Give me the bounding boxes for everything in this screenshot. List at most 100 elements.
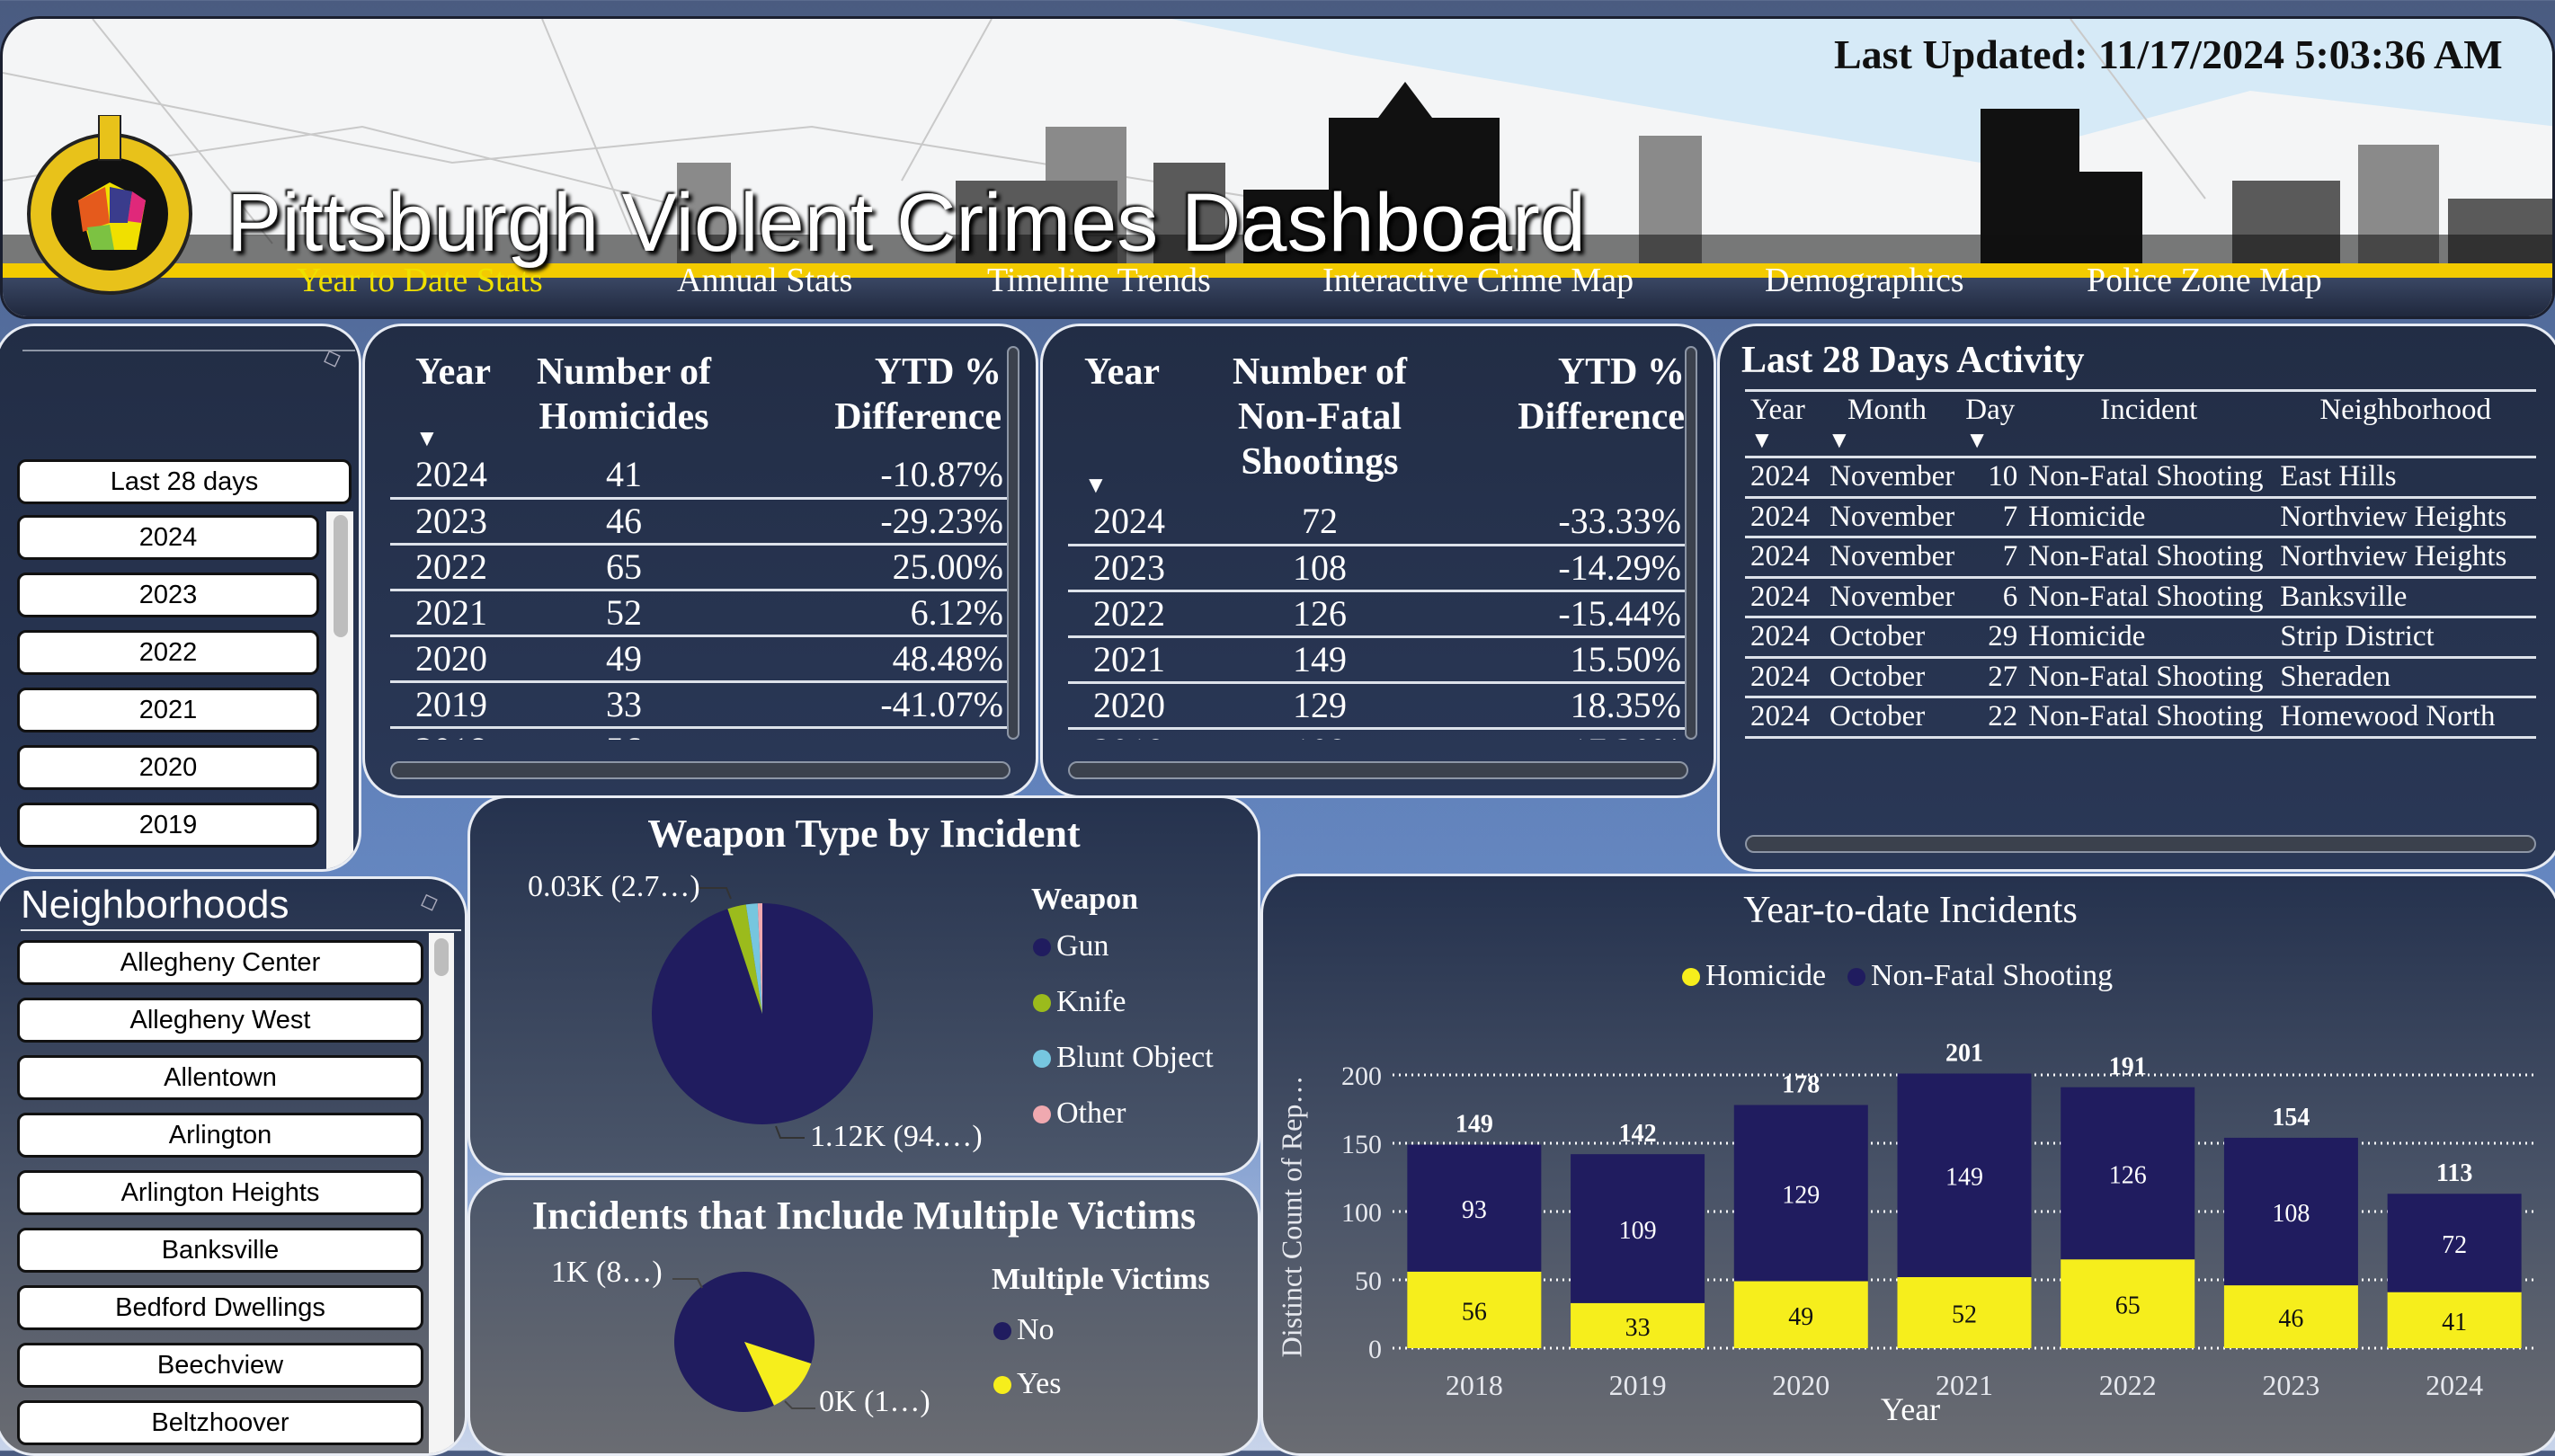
nav-bar xyxy=(3,278,2552,316)
horizontal-scrollbar[interactable] xyxy=(1068,761,1688,779)
bar-homicide[interactable] xyxy=(1407,1271,1542,1348)
nav-police-zone-map[interactable]: Police Zone Map xyxy=(2087,262,2322,299)
activity-row[interactable]: 2024 October 22 Non-Fatal Shooting Homewood … xyxy=(1745,697,2536,739)
table-cell: East Hills xyxy=(2275,457,2536,499)
nav-timeline-trends[interactable]: Timeline Trends xyxy=(987,262,1211,299)
bar-non-fatal-shooting[interactable] xyxy=(1897,1073,2032,1277)
pie-slice-knife[interactable] xyxy=(727,904,762,1014)
bar-homicide[interactable] xyxy=(2387,1292,2522,1348)
header-label: Day xyxy=(1965,394,2016,426)
slicer-item-2021[interactable]: 2021 xyxy=(17,688,319,732)
table-row[interactable]: 2024 72 -33.33% xyxy=(1068,499,1688,546)
legend-item-blunt-object[interactable]: Blunt Object xyxy=(1033,1041,1214,1075)
pie-slice-other[interactable] xyxy=(757,903,762,1014)
legend-item-gun[interactable]: Gun xyxy=(1033,929,1109,963)
table-row[interactable]: 2024 41 -10.87% xyxy=(390,452,1010,500)
column-header-homicides[interactable]: Number of Homicides xyxy=(536,351,712,438)
vertical-scrollbar[interactable] xyxy=(1685,346,1697,740)
bar-non-fatal-shooting[interactable] xyxy=(2223,1137,2358,1286)
bar-non-fatal-shooting[interactable] xyxy=(2061,1087,2195,1260)
activity-row[interactable]: 2024 November 7 Non-Fatal Shooting Northview… xyxy=(1745,537,2536,579)
horizontal-scrollbar[interactable] xyxy=(1745,835,2536,853)
skyline-map-graphic xyxy=(3,19,2552,271)
table-row[interactable]: 2019 33 -41.07% xyxy=(390,681,1010,729)
legend-item-non-fatal-shooting[interactable]: Non-Fatal Shooting xyxy=(1847,959,2113,993)
column-header-day[interactable]: Day ▼ xyxy=(1960,389,2024,458)
slicer-item-last-28-days[interactable]: Last 28 days xyxy=(17,459,352,504)
column-header-month[interactable]: Month ▼ xyxy=(1824,389,1961,458)
slicer-item-2022[interactable]: 2022 xyxy=(17,630,319,675)
slicer-item-2024[interactable]: 2024 xyxy=(17,515,319,560)
neighborhood-item[interactable]: Allegheny West xyxy=(17,998,423,1043)
neighborhood-item[interactable]: Allegheny Center xyxy=(17,940,423,985)
nav-annual-stats[interactable]: Annual Stats xyxy=(677,262,853,299)
bar-non-fatal-shooting[interactable] xyxy=(2387,1194,2522,1292)
column-header-year[interactable]: Year ▼ xyxy=(1068,344,1212,499)
neighborhood-item[interactable]: Arlington xyxy=(17,1113,423,1158)
table-row[interactable]: 2021 52 6.12% xyxy=(390,590,1010,637)
pie-slice-yes[interactable] xyxy=(744,1342,812,1406)
activity-row[interactable]: 2024 October 29 Homicide Strip District xyxy=(1745,617,2536,659)
table-row[interactable]: 2020 129 18.35% xyxy=(1068,682,1688,730)
table-row[interactable]: 2022 65 25.00% xyxy=(390,544,1010,591)
slicer-scrollbar[interactable] xyxy=(326,511,353,869)
column-header-year[interactable]: Year ▼ xyxy=(1745,389,1824,458)
activity-row[interactable]: 2024 October 27 Non-Fatal Shooting Sheraden xyxy=(1745,657,2536,698)
activity-row[interactable]: 2024 November 10 Non-Fatal Shooting East Hil… xyxy=(1745,457,2536,499)
slicer-item-2020[interactable]: 2020 xyxy=(17,745,319,790)
column-header-incident[interactable]: Incident xyxy=(2023,389,2275,458)
legend-item-other[interactable]: Other xyxy=(1033,1096,1126,1131)
table-cell: 129 xyxy=(1212,682,1428,730)
bar-homicide[interactable] xyxy=(2061,1259,2195,1348)
vertical-scrollbar[interactable] xyxy=(1007,346,1019,740)
neighborhood-item[interactable]: Arlington Heights xyxy=(17,1170,423,1215)
activity-row[interactable]: 2024 November 6 Non-Fatal Shooting Banksvill… xyxy=(1745,577,2536,618)
table-row[interactable]: 201910917.20% xyxy=(1068,728,1688,740)
bar-homicide[interactable] xyxy=(1571,1302,1705,1348)
slicer-item-2023[interactable]: 2023 xyxy=(17,573,319,617)
neighborhood-item[interactable]: Beltzhoover xyxy=(17,1400,423,1445)
table-row[interactable]: 2023 46 -29.23% xyxy=(390,498,1010,546)
bar-non-fatal-shooting[interactable] xyxy=(1407,1144,1542,1272)
slicer-item-2019[interactable]: 2019 xyxy=(17,803,319,848)
table-row[interactable]: 2023 108 -14.29% xyxy=(1068,545,1688,592)
column-header-year[interactable]: Year ▼ xyxy=(390,344,516,452)
table-cell: 72 xyxy=(1212,499,1428,546)
bar-non-fatal-shooting[interactable] xyxy=(1733,1105,1868,1282)
legend-item-knife[interactable]: Knife xyxy=(1033,985,1126,1019)
pie-slice-gun[interactable] xyxy=(651,903,873,1124)
clear-selection-icon[interactable]: ◇ xyxy=(318,342,345,373)
legend-item-homicide[interactable]: Homicide xyxy=(1682,959,1826,993)
legend-item-no[interactable]: No xyxy=(993,1313,1055,1347)
scrollbar-thumb[interactable] xyxy=(434,938,449,976)
column-header-shootings[interactable]: Number of Non-Fatal Shootings xyxy=(1232,351,1408,483)
column-header-neighborhood[interactable]: Neighborhood xyxy=(2275,389,2536,458)
table-row[interactable]: 2020 49 48.48% xyxy=(390,635,1010,683)
column-header-ytd-diff[interactable]: YTD % Difference xyxy=(1518,351,1685,438)
table-cell: -41.07% xyxy=(732,681,1010,729)
bar-homicide[interactable] xyxy=(2223,1285,2358,1348)
bar-homicide[interactable] xyxy=(1897,1276,2032,1348)
bar-non-fatal-shooting[interactable] xyxy=(1571,1154,1705,1303)
nav-interactive-crime-map[interactable]: Interactive Crime Map xyxy=(1322,262,1634,299)
bar-homicide[interactable] xyxy=(1733,1281,1868,1348)
nav-year-to-date-stats[interactable]: Year to Date Stats xyxy=(297,262,543,299)
activity-row[interactable]: 2024 November 7 Homicide Northview Heights xyxy=(1745,497,2536,538)
scrollbar-thumb[interactable] xyxy=(334,515,348,637)
neighborhood-item[interactable]: Allentown xyxy=(17,1055,423,1100)
neighborhood-item[interactable]: Bedford Dwellings xyxy=(17,1285,423,1330)
neighborhood-item[interactable]: Banksville xyxy=(17,1228,423,1273)
clear-selection-icon[interactable]: ◇ xyxy=(415,885,442,917)
table-row[interactable]: 201856 xyxy=(390,727,1010,740)
table-row[interactable]: 2021 149 15.50% xyxy=(1068,636,1688,684)
pie-slice-blunt-object[interactable] xyxy=(745,903,762,1014)
column-header-ytd-diff[interactable]: YTD % Difference xyxy=(834,351,1002,438)
table-row[interactable]: 2022 126 -15.44% xyxy=(1068,590,1688,638)
bar-data-label: 93 xyxy=(1462,1196,1487,1224)
neighborhood-item[interactable]: Beechview xyxy=(17,1343,423,1388)
nav-demographics[interactable]: Demographics xyxy=(1765,262,1964,299)
horizontal-scrollbar[interactable] xyxy=(390,761,1010,779)
pie-data-label-yes: 0K (1…) xyxy=(819,1385,930,1418)
legend-item-yes[interactable]: Yes xyxy=(993,1367,1061,1401)
neighborhoods-scrollbar[interactable] xyxy=(429,933,454,1453)
